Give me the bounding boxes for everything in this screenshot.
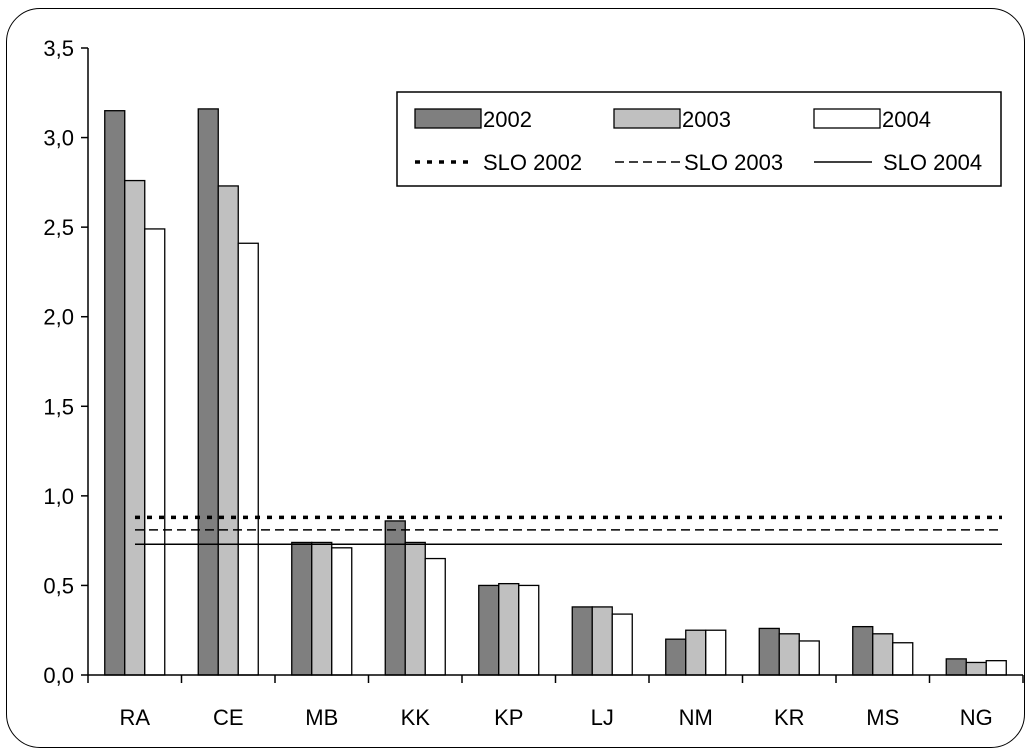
reference-lines (135, 515, 1002, 545)
x-tick-label: CE (213, 705, 244, 730)
bar-2004-LJ (611, 613, 633, 676)
bar-2003-KR (778, 633, 800, 676)
bar-2002-LJ (571, 606, 593, 676)
bar-2002-NG (945, 658, 967, 676)
bar-2003-NM (685, 629, 707, 676)
bar-2004-MB (331, 547, 353, 676)
x-tick-label: LJ (591, 705, 614, 730)
y-tick-label: 0,0 (43, 663, 74, 688)
x-tick-label: MB (305, 705, 338, 730)
x-tick-label: KR (774, 705, 805, 730)
bar-2003-RA (124, 179, 146, 676)
x-tick-label: MS (866, 705, 899, 730)
bar-2004-NG (985, 660, 1007, 676)
bar-2003-NG (965, 661, 987, 676)
y-tick-label: 1,0 (43, 484, 74, 509)
legend: 2002 2003 2004 SLO 2002 SLO 2003 SLO 2004 (396, 91, 1002, 187)
bar-2003-KK (404, 541, 426, 676)
legend-label-2002: 2002 (483, 107, 532, 132)
bar-2004-MS (892, 642, 914, 676)
bar-2003-LJ (591, 606, 613, 676)
bar-2002-MB (291, 541, 313, 676)
x-tick-label: NG (960, 705, 993, 730)
x-axis-ticks: RA CE MB KK KP LJ NM KR MS NG (87, 675, 1024, 730)
legend-box (396, 91, 1002, 187)
legend-swatch-2004 (813, 108, 881, 129)
bar-2004-KK (424, 557, 446, 676)
x-tick-label: NM (679, 705, 713, 730)
bar-2002-NM (665, 638, 687, 676)
bar-2002-RA (104, 110, 126, 676)
y-axis-ticks: 0,0 0,5 1,0 1,5 2,0 2,5 3,0 3,5 (43, 36, 88, 688)
legend-label-2003: 2003 (682, 107, 731, 132)
bar-2003-MS (872, 633, 894, 676)
y-tick-label: 3,0 (43, 126, 74, 151)
bar-2002-KP (478, 584, 500, 676)
legend-label-slo-2003: SLO 2003 (684, 150, 783, 175)
y-tick-label: 1,5 (43, 394, 74, 419)
bar-2003-MB (311, 541, 333, 676)
bar-2004-NM (705, 629, 727, 676)
bars (104, 108, 1007, 676)
x-tick-label: KP (494, 705, 523, 730)
bar-2002-MS (852, 625, 874, 676)
legend-label-slo-2004: SLO 2004 (883, 150, 982, 175)
bar-2003-KP (498, 582, 520, 676)
legend-swatch-2002 (414, 108, 482, 129)
y-tick-label: 0,5 (43, 573, 74, 598)
bar-2004-RA (144, 228, 166, 676)
bar-2002-CE (197, 108, 219, 676)
legend-label-2004: 2004 (882, 107, 931, 132)
legend-swatch-2003 (613, 108, 681, 129)
y-tick-label: 2,5 (43, 215, 74, 240)
x-tick-label: KK (401, 705, 431, 730)
bar-2004-KP (518, 584, 540, 676)
bar-2003-CE (217, 185, 239, 676)
y-tick-label: 2,0 (43, 305, 74, 330)
bar-2002-KR (758, 627, 780, 676)
bar-2004-KR (798, 640, 820, 676)
x-tick-label: RA (119, 705, 150, 730)
legend-label-slo-2002: SLO 2002 (483, 150, 582, 175)
bar-2004-CE (237, 242, 259, 676)
y-tick-label: 3,5 (43, 36, 74, 61)
